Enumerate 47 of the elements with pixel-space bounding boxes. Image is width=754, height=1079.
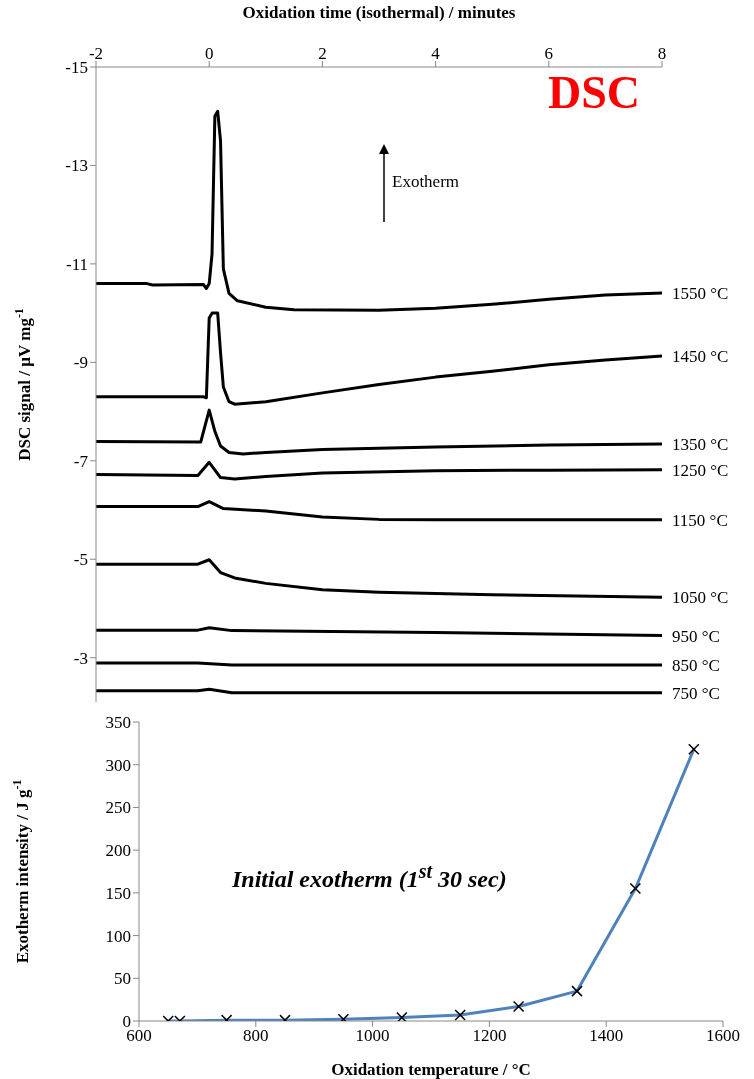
y-tick-label: -9 (73, 353, 88, 373)
x-tick-label: 1200 (472, 1026, 507, 1046)
line-series (96, 626, 662, 638)
annotation: Exotherm (392, 172, 460, 192)
y-tick-label: 100 (105, 926, 131, 946)
series-label: 850 °C (672, 656, 720, 676)
x-tick-label: 1400 (589, 1026, 624, 1046)
annotation: Initial exotherm (1$^{st}$ 30 sec) (232, 860, 507, 893)
y-tick-label: -13 (65, 156, 88, 176)
series-label: 1350 °C (672, 435, 729, 455)
line-series (96, 500, 662, 522)
series-label: 1050 °C (672, 588, 729, 608)
y-tick-label: -7 (73, 451, 89, 471)
y-tick-label: -15 (65, 58, 88, 78)
series-label: 750 °C (672, 683, 720, 703)
series-label: 950 °C (672, 626, 720, 646)
y-tick-label: 50 (114, 969, 131, 989)
x-tick-label: 600 (126, 1026, 152, 1046)
y-tick-label: 350 (105, 713, 131, 733)
series-label: 1250 °C (672, 460, 729, 480)
x-tick-label: 1000 (355, 1026, 390, 1046)
line-series (96, 408, 662, 456)
line-series (96, 460, 662, 481)
series-label: 1450 °C (672, 346, 729, 366)
x-tick-label: 800 (243, 1026, 269, 1046)
x-tick-label: 6 (544, 44, 554, 63)
x-tick-label: 4 (431, 44, 441, 63)
x-tick-label: 2 (318, 44, 327, 63)
line-series (96, 311, 662, 406)
series-label: 1150 °C (672, 510, 728, 530)
x-tick-label: 1600 (706, 1026, 740, 1046)
y-tick-label: -3 (73, 648, 88, 668)
x-tick-label: -2 (88, 44, 104, 63)
x-axis-title: Oxidation temperature / °C (331, 1060, 531, 1079)
y-tick-label: 200 (105, 841, 131, 861)
y-tick-label: 300 (105, 755, 131, 775)
annotation: DSC (548, 66, 641, 119)
y-tick-label: 150 (105, 883, 131, 903)
y-tick-label: -5 (73, 550, 88, 570)
y-tick-label: 250 (105, 798, 131, 818)
line-series (96, 109, 662, 312)
x-tick-label: 8 (657, 44, 667, 63)
line-series (96, 558, 662, 599)
y-tick-label: -11 (65, 254, 88, 274)
x-axis-title: Oxidation time (isothermal) / minutes (242, 3, 516, 22)
series-label: 1550 °C (672, 283, 729, 303)
x-tick-label: 0 (204, 44, 214, 63)
